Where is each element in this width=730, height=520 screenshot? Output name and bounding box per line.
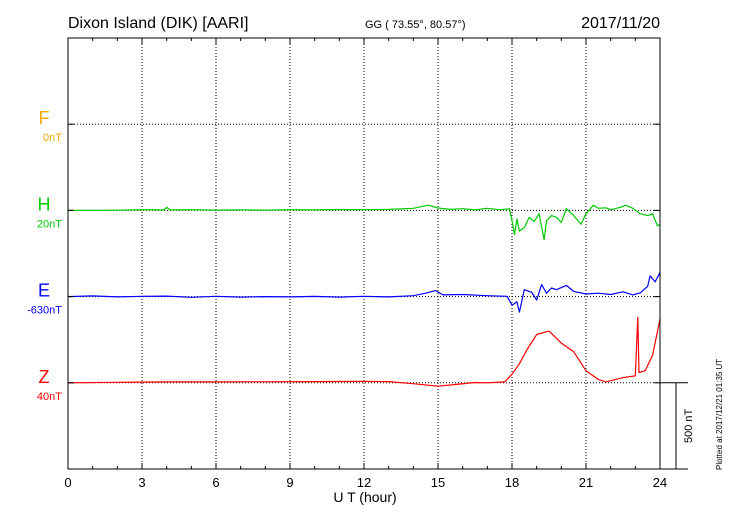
- series-name-H: H: [38, 194, 51, 214]
- x-tick-label-12: 12: [357, 475, 371, 490]
- x-tick-label-0: 0: [64, 475, 71, 490]
- x-tick-label-15: 15: [431, 475, 445, 490]
- scale-bar-label: 500 nT: [683, 408, 695, 443]
- series-group: [67, 204, 661, 387]
- x-tick-label-9: 9: [286, 475, 293, 490]
- series-line-E: [67, 271, 661, 313]
- series-offset-Z: 40nT: [37, 391, 62, 403]
- series-offset-E: -630nT: [27, 305, 62, 317]
- station-title: Dixon Island (DIK) [AARI]: [68, 15, 249, 32]
- series-offset-H: 20nT: [37, 218, 62, 230]
- x-tick-label-24: 24: [653, 475, 667, 490]
- x-tick-label-6: 6: [212, 475, 219, 490]
- series-offset-F: 0nT: [43, 132, 62, 144]
- series-name-F: F: [39, 108, 50, 128]
- date-label: 2017/11/20: [581, 15, 660, 32]
- x-tick-label-3: 3: [138, 475, 145, 490]
- x-axis-label: U T (hour): [333, 489, 396, 505]
- coordinates-label: GG ( 73.55°, 80.57°): [365, 19, 466, 31]
- x-tick-label-21: 21: [579, 475, 593, 490]
- x-axis: 0 3 6 9 12 15 18 21 24: [64, 37, 667, 490]
- grid-lines: [68, 38, 660, 469]
- series-labels: F 0nT H 20nT E -630nT Z 40nT: [27, 108, 62, 403]
- series-line-Z: [67, 316, 661, 387]
- plotted-timestamp: Plotted at 2017/12/21 01:35 UT: [715, 359, 724, 470]
- x-tick-label-18: 18: [505, 475, 519, 490]
- series-name-E: E: [38, 281, 50, 301]
- series-name-Z: Z: [39, 367, 50, 387]
- series-line-H: [68, 204, 661, 241]
- scale-bar: 500 nT: [660, 382, 695, 470]
